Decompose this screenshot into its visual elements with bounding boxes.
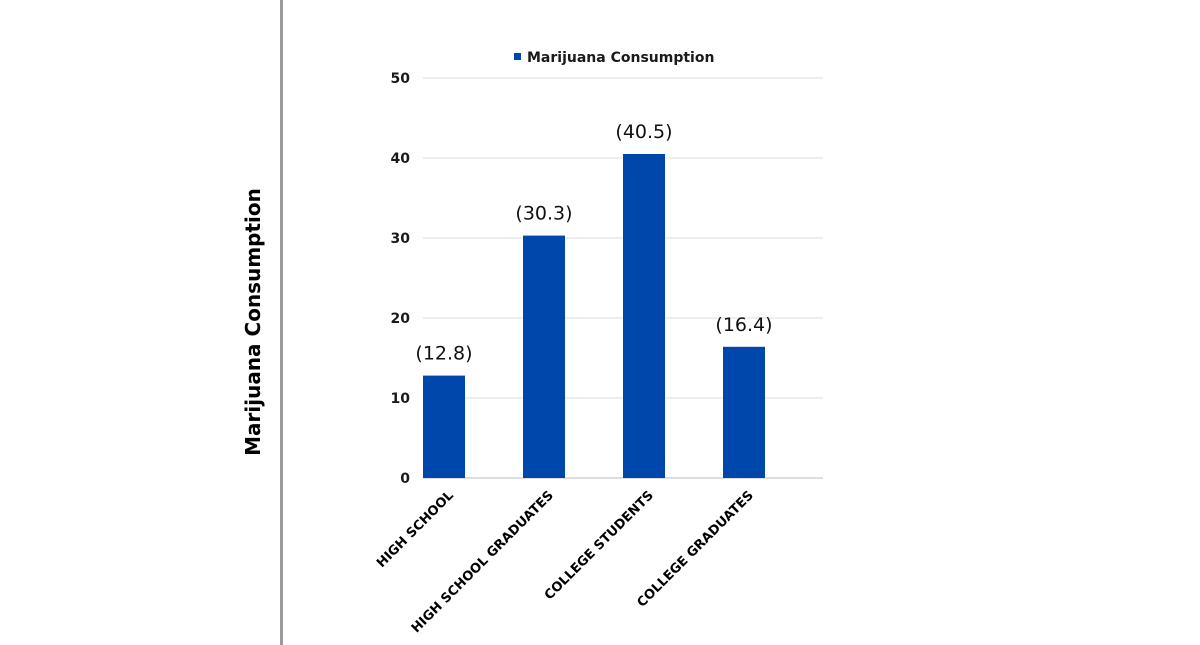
data-label: (12.8) xyxy=(415,343,472,365)
data-label: (40.5) xyxy=(615,121,672,143)
y-tick-label: 20 xyxy=(391,311,411,327)
x-category-label: HIGH SCHOOL xyxy=(374,488,457,571)
y-tick-label: 30 xyxy=(391,231,411,247)
vertical-divider-line xyxy=(280,0,283,645)
y-tick-label: 40 xyxy=(391,151,411,167)
y-tick-label: 0 xyxy=(400,471,410,487)
bar xyxy=(523,235,565,478)
data-label: (30.3) xyxy=(515,203,572,225)
bar xyxy=(423,375,465,478)
y-tick-label: 10 xyxy=(391,391,411,407)
x-category-label: COLLEGE GRADUATES xyxy=(635,488,757,610)
x-category-label: COLLEGE STUDENTS xyxy=(542,488,657,603)
legend-label: Marijuana Consumption xyxy=(527,50,714,66)
bar xyxy=(723,346,765,478)
y-tick-label: 50 xyxy=(391,71,411,87)
data-label: (16.4) xyxy=(715,314,772,336)
legend-swatch xyxy=(514,53,521,60)
bar xyxy=(623,154,665,478)
